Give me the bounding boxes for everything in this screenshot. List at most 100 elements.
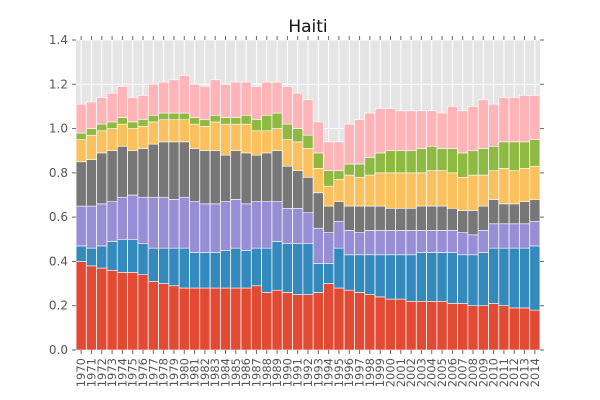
x-tick-label: 1970 — [74, 358, 88, 387]
bar-segment — [302, 212, 314, 245]
bar-segment — [416, 252, 427, 302]
bar-segment — [86, 247, 97, 267]
bar-segment — [117, 272, 128, 351]
bar-segment — [220, 154, 231, 202]
bar-segment — [209, 150, 221, 205]
bar-segment — [312, 168, 324, 194]
bar-segment — [127, 121, 139, 129]
bar-segment — [498, 168, 510, 205]
x-tick-label: 1983 — [208, 358, 222, 387]
bar-segment — [477, 305, 489, 351]
bar-segment — [416, 205, 427, 231]
bar-segment — [364, 205, 376, 231]
bar-segment — [426, 205, 438, 231]
bar-segment — [106, 241, 118, 271]
bar-segment — [230, 117, 242, 125]
bar-segment — [220, 287, 231, 351]
bar-segment — [271, 201, 283, 242]
bar-segment — [75, 103, 87, 134]
bar-segment — [271, 241, 283, 291]
bar-segment — [261, 130, 273, 154]
bar-segment — [168, 79, 180, 114]
x-axis: 1970197119721973197419751976197719781979… — [74, 36, 542, 387]
bar-segment — [240, 123, 252, 154]
bar-segment — [364, 112, 376, 158]
bar-segment — [323, 263, 334, 284]
bar-segment — [477, 230, 489, 253]
bar-segment — [354, 205, 365, 233]
x-tick-label: 2004 — [425, 358, 439, 387]
bar-segment — [261, 114, 273, 132]
bar-segment — [508, 170, 520, 205]
bar-segment — [477, 205, 489, 231]
bar-segment — [75, 161, 87, 207]
bar-segment — [220, 250, 231, 289]
bar-segment — [251, 247, 262, 287]
bar-segment — [240, 203, 252, 251]
bar-segment — [158, 196, 169, 249]
bar-segment — [282, 292, 293, 351]
bar-segment — [354, 254, 365, 293]
bar-segment — [488, 103, 499, 147]
bar-segment — [519, 201, 530, 225]
bar-segment — [385, 230, 396, 256]
y-tick-label: 0.0 — [49, 343, 68, 357]
x-tick-label: 2008 — [466, 358, 480, 387]
x-tick-label: 1984 — [219, 358, 233, 387]
bar-segment — [467, 174, 479, 211]
bar-segment — [374, 254, 386, 298]
bar-segment — [457, 254, 469, 304]
y-tick-label: 1.2 — [49, 77, 68, 91]
bar-segment — [477, 148, 489, 176]
bar-segment — [75, 132, 87, 140]
bar-segment — [168, 247, 180, 287]
bar-segment — [498, 223, 510, 249]
bar-segment — [498, 247, 510, 307]
x-tick-label: 1985 — [229, 358, 243, 387]
bar-segment — [426, 300, 438, 351]
bar-segment — [230, 150, 242, 200]
x-tick-label: 2006 — [445, 358, 459, 387]
bar-segment — [447, 172, 458, 209]
bar-segment — [178, 112, 190, 121]
bar-segment — [209, 121, 221, 152]
bar-segment — [405, 172, 417, 209]
bar-segment — [292, 294, 304, 351]
bar-segment — [282, 86, 293, 125]
bar-segment — [199, 126, 211, 152]
y-tick-label: 0.4 — [49, 254, 68, 268]
bar-segment — [117, 123, 128, 147]
bar-segment — [457, 303, 469, 351]
bar-segment — [488, 170, 499, 200]
bar-segment — [385, 207, 396, 231]
bar-segment — [436, 205, 448, 231]
bar-segment — [96, 123, 108, 132]
bar-segment — [158, 141, 169, 198]
bar-segment — [467, 254, 479, 307]
bar-segment — [137, 196, 149, 245]
x-tick-label: 2014 — [528, 358, 542, 387]
bar-segment — [374, 230, 386, 256]
bar-segment — [416, 230, 427, 253]
bar-segment — [199, 252, 211, 289]
bar-segment — [343, 230, 355, 256]
bar-segment — [209, 203, 221, 253]
bar-segment — [395, 254, 407, 300]
x-tick-label: 2012 — [507, 358, 521, 387]
bar-segment — [333, 221, 345, 249]
bar-segment — [498, 305, 510, 351]
bar-segment — [271, 150, 283, 202]
bar-segment — [529, 199, 541, 222]
bar-segment — [354, 232, 365, 256]
bar-segment — [158, 81, 169, 114]
bar-segment — [374, 172, 386, 207]
x-tick-label: 1988 — [260, 358, 274, 387]
bar-segment — [302, 99, 314, 136]
bar-segment — [416, 172, 427, 207]
bar-segment — [519, 223, 530, 249]
x-tick-label: 1978 — [157, 358, 171, 387]
bar-segment — [395, 298, 407, 351]
bar-segment — [477, 252, 489, 307]
bar-segment — [374, 152, 386, 174]
bar-segment — [385, 172, 396, 209]
